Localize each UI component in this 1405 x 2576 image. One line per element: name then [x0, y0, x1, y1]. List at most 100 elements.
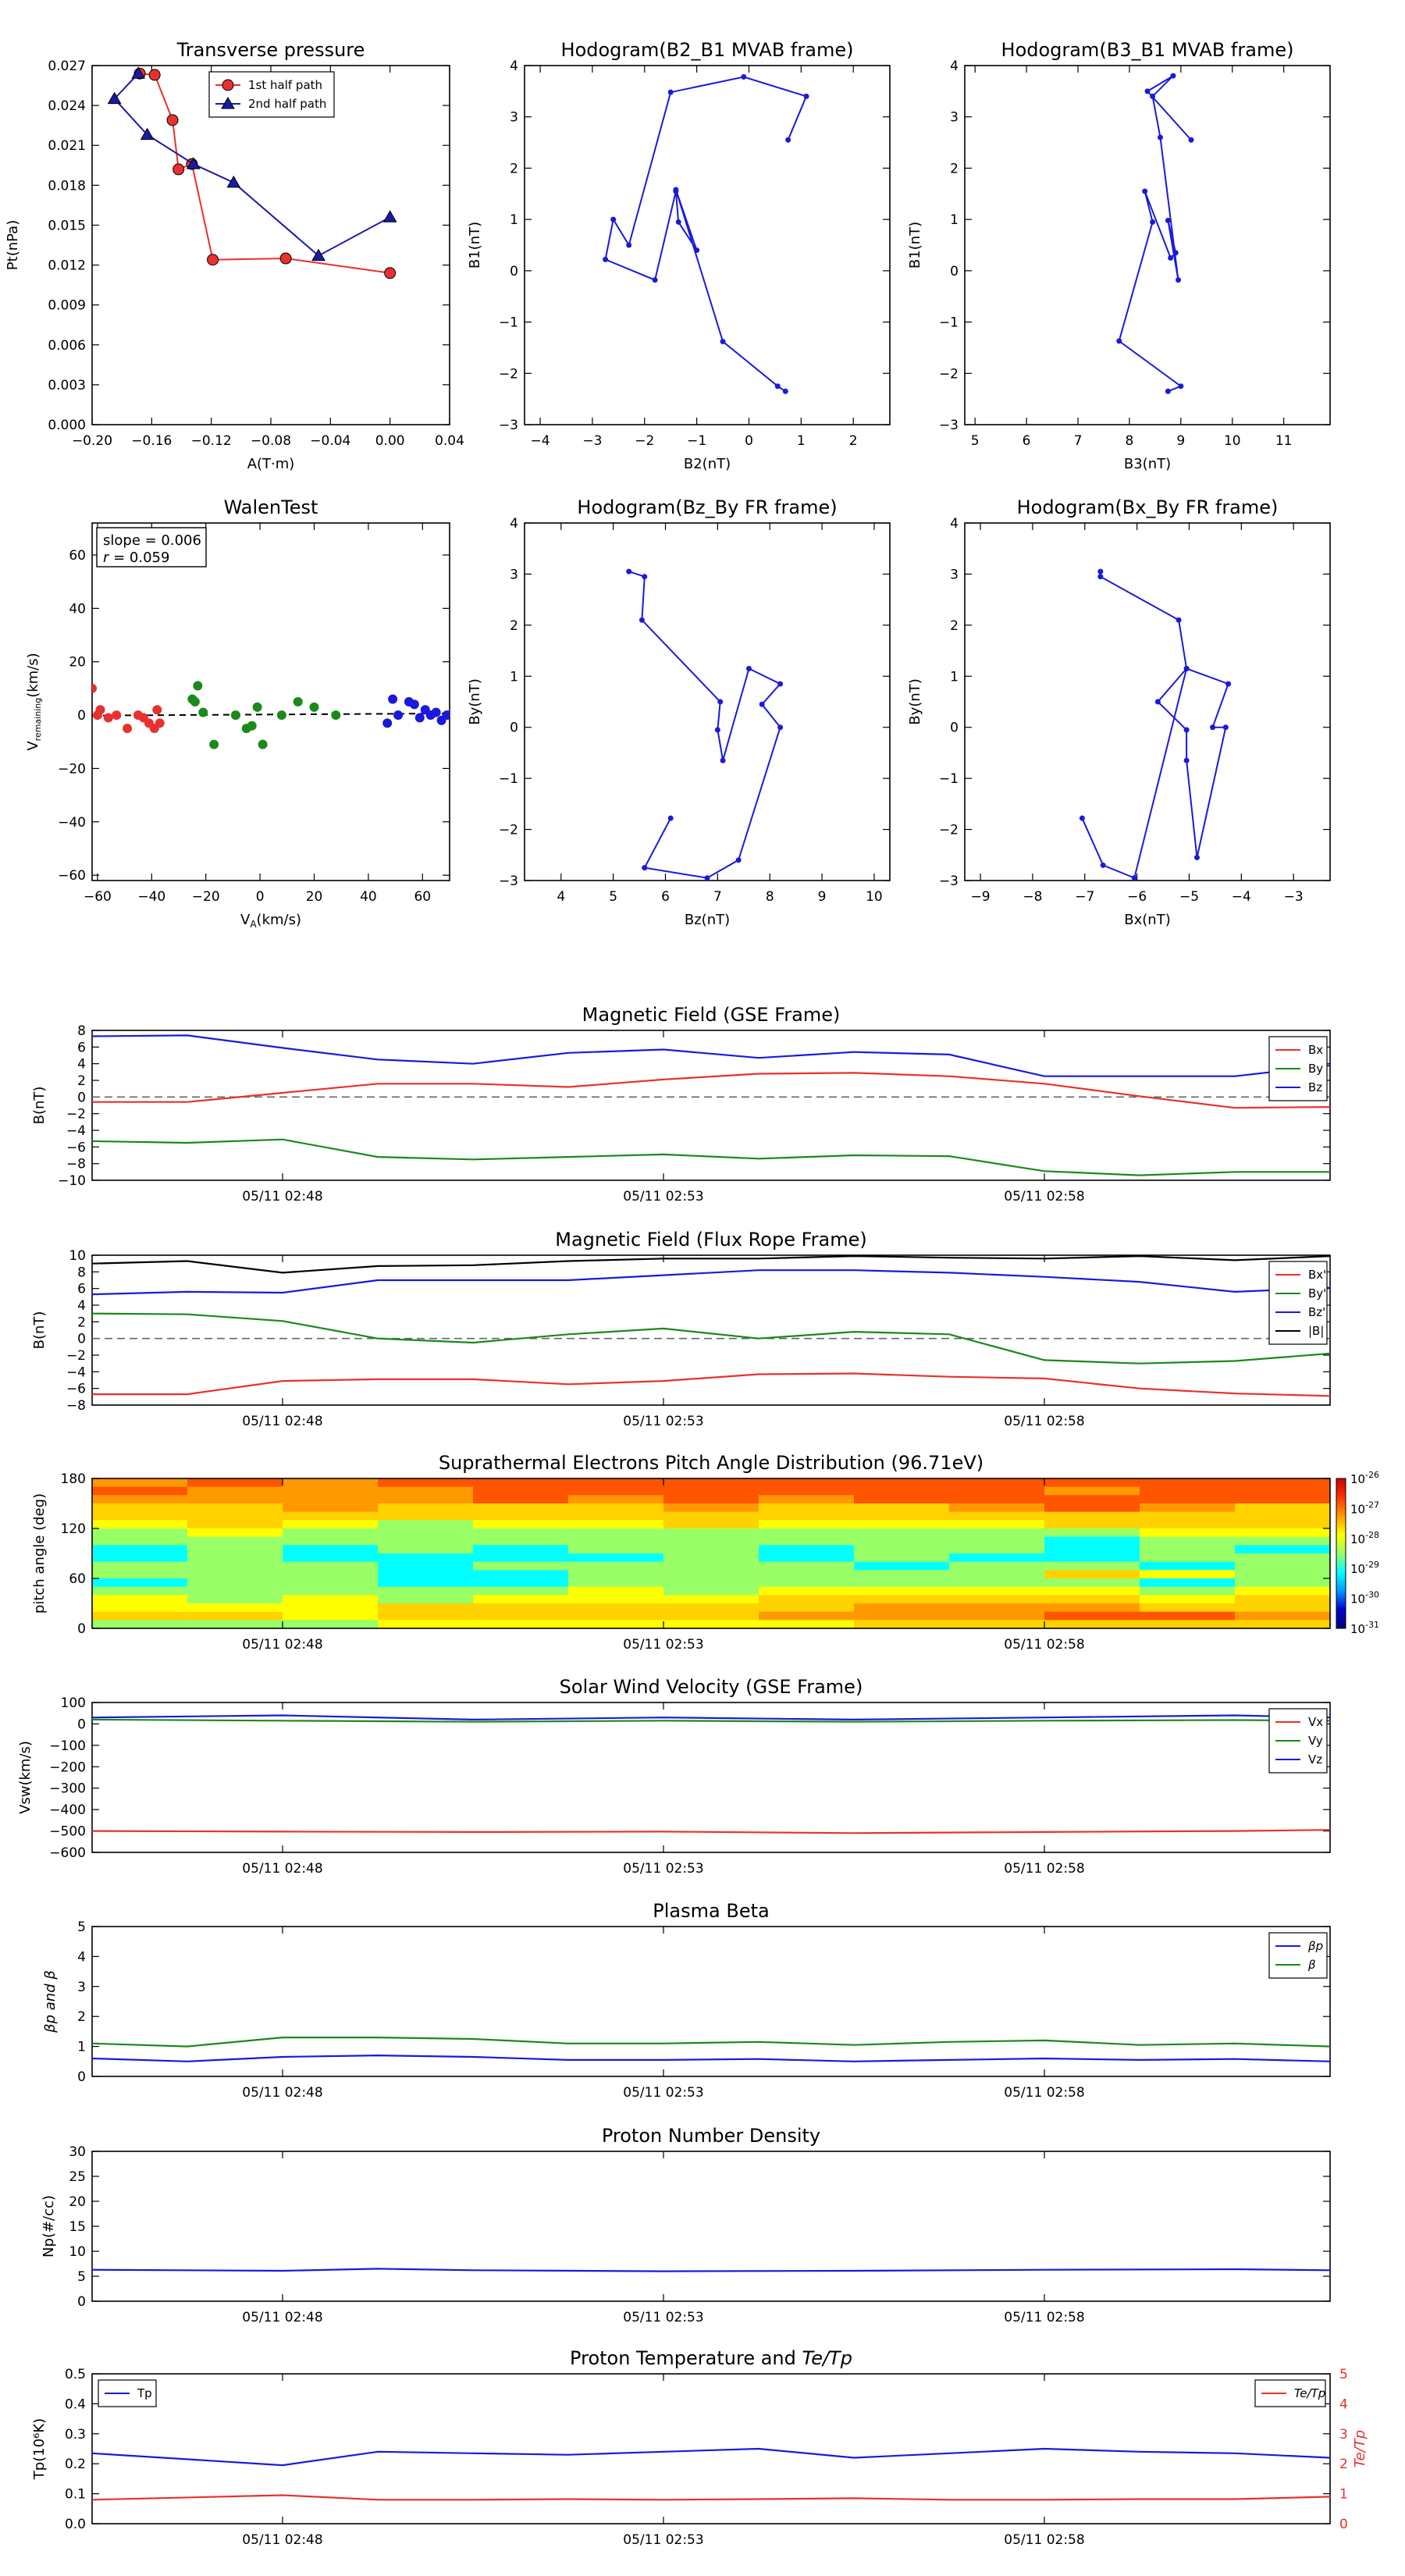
x-tick-label: 9 — [1176, 433, 1185, 449]
x-tick-label: −0.04 — [310, 433, 350, 449]
heatmap-cell — [378, 1578, 474, 1588]
heatmap-cell — [663, 1520, 759, 1529]
heatmap-cell — [663, 1536, 759, 1546]
y-axis-label: Tp(10⁶K) — [31, 2418, 48, 2480]
x-tick-label: −4 — [1232, 889, 1251, 905]
heatmap-cell — [854, 1595, 950, 1604]
heatmap-cell — [854, 1520, 950, 1529]
hodogram-point — [1225, 681, 1232, 687]
heatmap-cell — [949, 1520, 1045, 1529]
hodogram-point — [759, 701, 765, 707]
y-tick-label: −3 — [939, 873, 959, 889]
chart-title: Suprathermal Electrons Pitch Angle Distr… — [439, 1452, 984, 1474]
heatmap-cell — [949, 1578, 1045, 1588]
heatmap-cell — [854, 1478, 950, 1488]
heatmap-cell — [1140, 1620, 1236, 1629]
x-tick-label: 0 — [745, 433, 753, 449]
heatmap-cell — [187, 1545, 283, 1554]
legend-label: Bz — [1308, 1080, 1322, 1094]
y-tick-label: 25 — [69, 2169, 86, 2185]
heatmap-cell — [1044, 1528, 1140, 1538]
heatmap-cell — [378, 1620, 474, 1629]
x-tick-label: 5 — [971, 433, 980, 449]
y-tick-label: 0.015 — [48, 218, 86, 233]
heatmap-cell — [663, 1495, 759, 1504]
y-tick-label: 4 — [77, 1949, 86, 1965]
legend-box — [1268, 1932, 1328, 1979]
series-line-Tp — [92, 2447, 1330, 2467]
hodogram-point — [1131, 875, 1137, 881]
series-line-By' — [92, 1312, 1330, 1364]
heatmap-cell — [283, 1520, 379, 1529]
y-tick-label: 3 — [510, 567, 518, 582]
x-tick-label: 8 — [1126, 433, 1134, 449]
heatmap-cell — [1235, 1570, 1331, 1579]
walen-point — [155, 718, 165, 728]
y-tick-label: 0 — [77, 1090, 86, 1105]
heatmap-cell — [759, 1570, 855, 1579]
y-tick-label: 0.2 — [65, 2457, 86, 2472]
x-tick-label: 05/11 02:53 — [623, 2310, 703, 2325]
hodogram-point — [735, 857, 742, 863]
heatmap-cell — [473, 1561, 569, 1571]
y-tick-label: −100 — [49, 1738, 86, 1754]
y-tick-label: 4 — [510, 59, 518, 74]
hodogram-point — [803, 93, 809, 99]
x-tick-label: 05/11 02:48 — [242, 1637, 322, 1653]
walen-point — [190, 697, 200, 706]
x-tick-label: 0.00 — [375, 433, 405, 449]
data-point — [148, 69, 161, 81]
colorbar-tick-base: 10 — [1350, 1472, 1365, 1486]
y-tick-label: 4 — [510, 516, 518, 532]
heatmap-cell — [92, 1620, 188, 1629]
walen-point — [442, 710, 450, 720]
legend-label: Vz — [1308, 1752, 1322, 1767]
hodogram-chart-h4: Hodogram(Bx_By FR frame) −3 −2 −1 0 1 2 3 4 −9 −8 −… — [907, 496, 1331, 928]
x-tick-label: 05/11 02:48 — [242, 1189, 322, 1204]
x-tick-label: 05/11 02:58 — [1004, 1189, 1084, 1204]
hodogram-point — [1176, 277, 1182, 283]
heatmap-cell — [473, 1620, 569, 1629]
y-tick-label: 3 — [950, 567, 959, 582]
x-tick-label: −7 — [1075, 889, 1094, 905]
x-tick-label: 05/11 02:58 — [1004, 1414, 1084, 1429]
heatmap-cell — [663, 1578, 759, 1588]
y-axis-label: Vsw(km/s) — [17, 1741, 34, 1814]
heatmap-cell — [378, 1536, 474, 1546]
walen-point — [209, 739, 219, 749]
y-tick-label: −1 — [499, 771, 518, 787]
title-math: Te/Tp — [802, 2347, 852, 2369]
y2-tick-label: 0 — [1339, 2517, 1348, 2532]
y2-axis-label: Te/Tp — [1352, 2430, 1368, 2467]
series-group — [92, 1714, 1330, 1834]
hodogram-point — [717, 699, 724, 705]
hodogram-point — [626, 242, 632, 248]
series-line-te-tp — [92, 2494, 1330, 2501]
colorbar-tick-label: 10-29 — [1350, 1560, 1379, 1576]
heatmap-cell — [283, 1511, 379, 1521]
heatmap-cell — [378, 1586, 474, 1596]
heatmap-cell — [568, 1478, 664, 1488]
x-tick-label: 05/11 02:48 — [242, 1861, 322, 1877]
y-tick-label: −20 — [58, 761, 86, 777]
heatmap-cell — [473, 1586, 569, 1596]
heatmap-cell — [854, 1486, 950, 1496]
chart-title: Hodogram(B2_B1 MVAB frame) — [561, 39, 854, 61]
hodogram-point — [1100, 862, 1106, 868]
heatmap-cell — [283, 1561, 379, 1571]
y-tick-label: 0 — [77, 2069, 86, 2085]
chart-title: Hodogram(Bz_By FR frame) — [577, 496, 837, 518]
y-tick-label: 2 — [950, 161, 959, 176]
x-tick-label: 5 — [609, 889, 617, 905]
y-tick-label: −1 — [939, 315, 959, 331]
hodogram-point — [1097, 574, 1104, 580]
heatmap-cell — [663, 1503, 759, 1513]
y-tick-label: −4 — [66, 1364, 86, 1380]
y-tick-label: 4 — [77, 1057, 86, 1073]
heatmap-cell — [378, 1611, 474, 1621]
y-axis-label: Pt(nPa) — [5, 220, 21, 270]
heatmap-cell — [92, 1603, 188, 1613]
hodogram-point — [782, 388, 788, 394]
heatmap-cell — [378, 1561, 474, 1571]
data-point — [131, 66, 146, 79]
